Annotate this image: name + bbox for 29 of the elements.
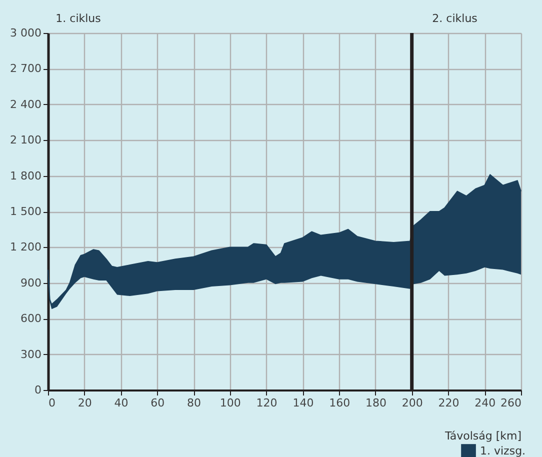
x-tick-label: 0 — [48, 396, 56, 410]
x-tick-label: 260 — [500, 396, 522, 410]
x-tick-label: 60 — [150, 396, 165, 410]
y-tick-label: 0 — [34, 384, 42, 396]
text: 2. ciklus — [432, 12, 478, 25]
x-tick-label: 80 — [187, 396, 202, 410]
x-tick-label: 240 — [474, 396, 496, 410]
x-tick-label: 180 — [365, 396, 386, 410]
y-tick-label: 2 700 — [10, 62, 42, 76]
x-axis-title: Távolság [km] — [444, 430, 522, 442]
x-tick-label: 220 — [438, 396, 460, 410]
y-tick-label: 1 800 — [10, 169, 42, 182]
x-tick-label: 160 — [329, 396, 350, 410]
x-tick-label: 120 — [256, 396, 278, 410]
x-tick-label: 200 — [402, 396, 423, 410]
y-tick-label: 600 — [20, 312, 42, 326]
y-tick-label: 2 100 — [10, 134, 42, 147]
y-tick-label: 900 — [20, 276, 42, 290]
y-tick-label: 2 400 — [10, 98, 42, 111]
y-tick-label: 1 500 — [10, 205, 42, 218]
text: 1. ciklus — [56, 12, 102, 25]
x-tick-label: 20 — [78, 396, 92, 410]
legend-label: 1. vizsg. — [480, 444, 526, 457]
x-tick-label: 100 — [220, 396, 241, 410]
x-tick-label: 140 — [292, 396, 314, 410]
y-tick-label: 3 000 — [10, 26, 42, 40]
y-tick-label: 1 200 — [10, 240, 42, 254]
x-tick-label: 40 — [114, 396, 128, 410]
y-tick-label: 300 — [20, 348, 42, 361]
